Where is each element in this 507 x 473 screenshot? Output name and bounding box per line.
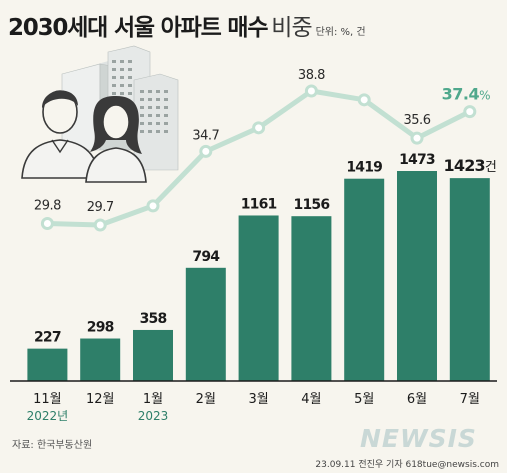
bar-value-label: 1161	[241, 196, 277, 212]
x-tick-label: 2월	[196, 392, 216, 407]
bar-unit-label: 건	[485, 160, 496, 175]
bar	[80, 338, 121, 381]
share-value-label: 29.7	[87, 200, 114, 215]
bar-value-label: 227	[34, 330, 61, 346]
chart-title-suffix: 비중	[271, 15, 312, 41]
x-tick-label: 3월	[248, 392, 268, 407]
line-point	[93, 218, 107, 232]
x-tick-label: 7월	[460, 392, 480, 407]
bar	[344, 178, 385, 381]
share-value-label: 38.8	[298, 68, 325, 83]
bar	[238, 215, 279, 381]
unit-label: 단위: %, 건	[315, 27, 366, 38]
x-tick-label: 11월	[33, 392, 62, 407]
line-point	[304, 84, 318, 98]
newsis-watermark: NEWSIS	[360, 424, 477, 453]
bar-value-label: 1423건	[444, 156, 497, 175]
bar	[397, 171, 437, 381]
bar-value-label: 1156	[294, 197, 330, 213]
bar	[449, 178, 490, 381]
share-value-label: 34.7	[192, 128, 219, 143]
x-tick-label: 12월	[86, 392, 115, 407]
x-tick-sublabel: 2022년	[27, 409, 69, 423]
line-point	[252, 121, 266, 135]
line-point	[463, 105, 477, 119]
share-value-label: 37.4%	[442, 85, 490, 104]
share-value-label: 29.8	[34, 199, 61, 214]
bar	[133, 329, 173, 381]
bar	[185, 267, 226, 381]
x-tick-label: 1월	[143, 392, 163, 407]
bar-value-label: 1473	[399, 152, 435, 168]
bar-value-label: 298	[87, 320, 114, 336]
x-tick-label: 4월	[301, 392, 321, 407]
x-tick-label: 6월	[407, 392, 427, 407]
x-tick-sublabel: 2023	[138, 409, 169, 423]
title-block: 2030세대 서울 아파트 매수 비중 단위: %, 건	[8, 8, 366, 42]
line-point	[357, 93, 371, 107]
line-point	[40, 217, 54, 231]
bar-value-label: 358	[140, 311, 167, 327]
source-label: 자료: 한국부동산원	[12, 440, 93, 451]
line-point	[146, 199, 160, 213]
x-tick-label: 5월	[354, 392, 374, 407]
share-unit-label: %	[479, 89, 490, 103]
bar	[27, 348, 68, 381]
bar-value-label: 1419	[346, 160, 382, 176]
credit-label: 23.09.11 전진우 기자 618tue@newsis.com	[315, 460, 499, 470]
chart-title: 2030세대 서울 아파트 매수	[8, 15, 268, 41]
line-point	[199, 144, 213, 158]
young-couple-icon	[21, 90, 147, 183]
line-point	[410, 131, 424, 145]
bar-value-label: 794	[192, 249, 220, 265]
share-value-label: 35.6	[404, 113, 431, 128]
bar	[291, 216, 332, 381]
illustration	[21, 45, 179, 183]
